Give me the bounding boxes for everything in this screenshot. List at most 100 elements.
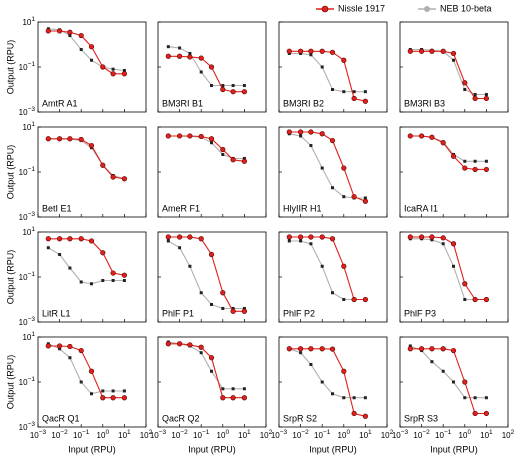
y-tick-label: 101: [22, 226, 35, 237]
panel: 10−3 10−1 101 Output (RPU) BetI E1: [5, 121, 147, 222]
y-tick-label: 10−3: [19, 106, 36, 117]
data-point: [178, 46, 182, 50]
x-axis-label: Input (RPU): [68, 444, 116, 454]
data-point: [441, 369, 445, 373]
data-point: [462, 165, 468, 171]
data-point: [450, 241, 457, 247]
panel: 10−3 10−1 101 Output (RPU) LitR L1: [5, 226, 147, 327]
data-point: [472, 166, 478, 173]
x-tick-label: 10−3: [271, 429, 288, 440]
series-line: [168, 46, 245, 87]
data-point: [363, 90, 367, 94]
y-tick-label: 10−3: [19, 211, 36, 222]
panel: 10−3 10−1 101 Output (RPU) AmtR A1: [5, 16, 147, 117]
data-point: [221, 84, 225, 88]
y-axis-label: Output (RPU): [5, 250, 15, 305]
data-point: [429, 134, 435, 140]
data-point: [352, 396, 356, 400]
data-point: [320, 65, 324, 69]
data-point: [483, 166, 490, 173]
data-point: [342, 195, 346, 199]
data-point: [165, 234, 171, 240]
x-tick-label: 102: [260, 429, 273, 440]
panel-label: QacR Q1: [42, 413, 80, 423]
panel: BM3RI B1: [157, 21, 267, 113]
y-tick-label: 10−1: [19, 61, 36, 72]
panel: BM3RI B2: [278, 21, 388, 113]
panel: PhlF P3: [399, 231, 509, 323]
data-point: [68, 266, 72, 270]
data-point: [45, 28, 51, 34]
data-point: [440, 140, 446, 146]
data-point: [319, 131, 325, 137]
series-line: [48, 28, 125, 72]
data-point: [363, 396, 367, 400]
panel: AmeR F1: [157, 126, 267, 218]
data-point: [165, 341, 171, 347]
data-point: [286, 234, 292, 240]
data-point: [220, 86, 226, 93]
data-point: [308, 346, 314, 352]
data-point: [309, 53, 313, 57]
data-point: [110, 395, 116, 401]
data-point: [78, 32, 84, 39]
data-point: [407, 346, 413, 352]
data-point: [452, 58, 456, 62]
series-line: [48, 343, 125, 395]
data-point: [463, 159, 467, 163]
data-point: [100, 64, 106, 70]
data-point: [242, 156, 246, 160]
data-point: [483, 410, 490, 417]
panel-label: HlyIIR H1: [283, 203, 322, 213]
series-line: [289, 240, 366, 301]
data-point: [165, 53, 171, 59]
data-point: [484, 396, 488, 400]
data-point: [430, 360, 434, 364]
data-point: [309, 242, 313, 246]
data-point: [230, 157, 236, 163]
data-point: [56, 236, 63, 242]
y-tick-label: 101: [22, 121, 35, 132]
data-point: [362, 296, 369, 303]
x-tick-label: 10−2: [171, 429, 188, 440]
data-point: [121, 395, 127, 401]
data-point: [242, 84, 246, 88]
series-line: [289, 133, 366, 199]
legend-label: Nissle 1917: [338, 3, 385, 13]
y-axis-label: Output (RPU): [5, 355, 15, 410]
data-point: [67, 29, 73, 35]
x-axis-label: Input (RPU): [188, 444, 236, 454]
data-point: [220, 395, 226, 401]
data-point: [221, 306, 225, 310]
data-point: [342, 90, 346, 94]
data-point: [331, 291, 335, 295]
data-point: [45, 236, 51, 242]
data-point: [419, 346, 425, 352]
x-axis-label: Input (RPU): [430, 444, 478, 454]
data-point: [452, 264, 456, 268]
data-point: [483, 296, 490, 303]
data-point: [308, 48, 314, 54]
panel: HlyIIR H1: [278, 126, 388, 218]
data-point: [210, 141, 214, 145]
data-point: [231, 306, 235, 310]
data-point: [352, 90, 356, 94]
data-point: [177, 53, 183, 59]
data-point: [298, 48, 304, 54]
panel-label: BM3RI B2: [283, 98, 324, 108]
data-point: [121, 176, 127, 182]
legend-marker: [424, 6, 430, 12]
series-line: [168, 341, 245, 390]
data-point: [452, 380, 456, 384]
data-point: [46, 246, 50, 250]
data-point: [473, 92, 477, 96]
data-point: [299, 351, 303, 355]
series-line: [168, 240, 245, 310]
data-point: [90, 282, 94, 286]
data-point: [230, 395, 236, 401]
data-point: [308, 234, 314, 240]
data-point: [407, 234, 413, 240]
data-point: [440, 346, 446, 352]
data-point: [122, 389, 126, 393]
